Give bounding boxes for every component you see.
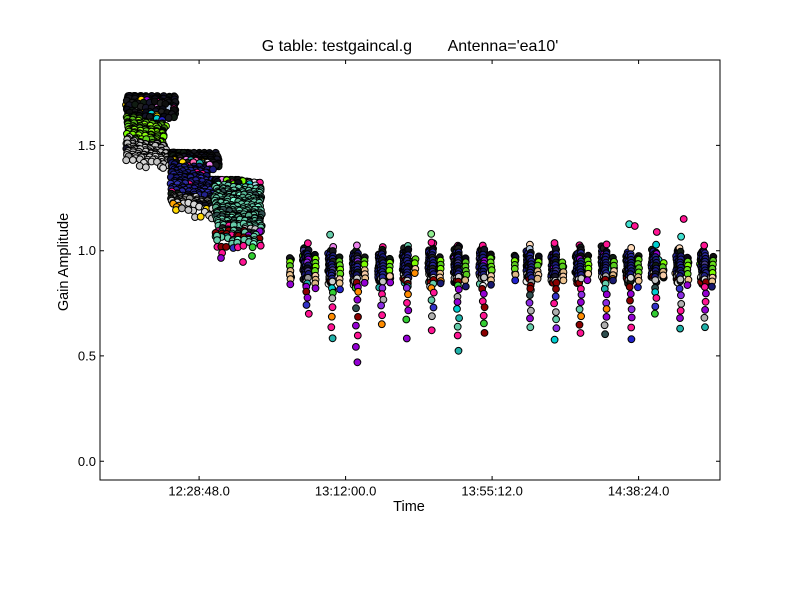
svg-text:14:38:24.0: 14:38:24.0 — [608, 484, 669, 499]
svg-text:12:28:48.0: 12:28:48.0 — [168, 484, 229, 499]
svg-text:0.0: 0.0 — [78, 454, 96, 469]
svg-text:1.0: 1.0 — [78, 243, 96, 258]
svg-text:13:12:00.0: 13:12:00.0 — [315, 484, 376, 499]
svg-text:G table: testgaincal.g: G table: testgaincal.g Antenna='ea10' — [262, 38, 559, 55]
svg-text:0.5: 0.5 — [78, 348, 96, 363]
svg-text:Gain Amplitude: Gain Amplitude — [56, 213, 72, 311]
svg-text:Time: Time — [393, 499, 425, 515]
svg-text:13:55:12.0: 13:55:12.0 — [461, 484, 522, 499]
svg-text:1.5: 1.5 — [78, 138, 96, 153]
